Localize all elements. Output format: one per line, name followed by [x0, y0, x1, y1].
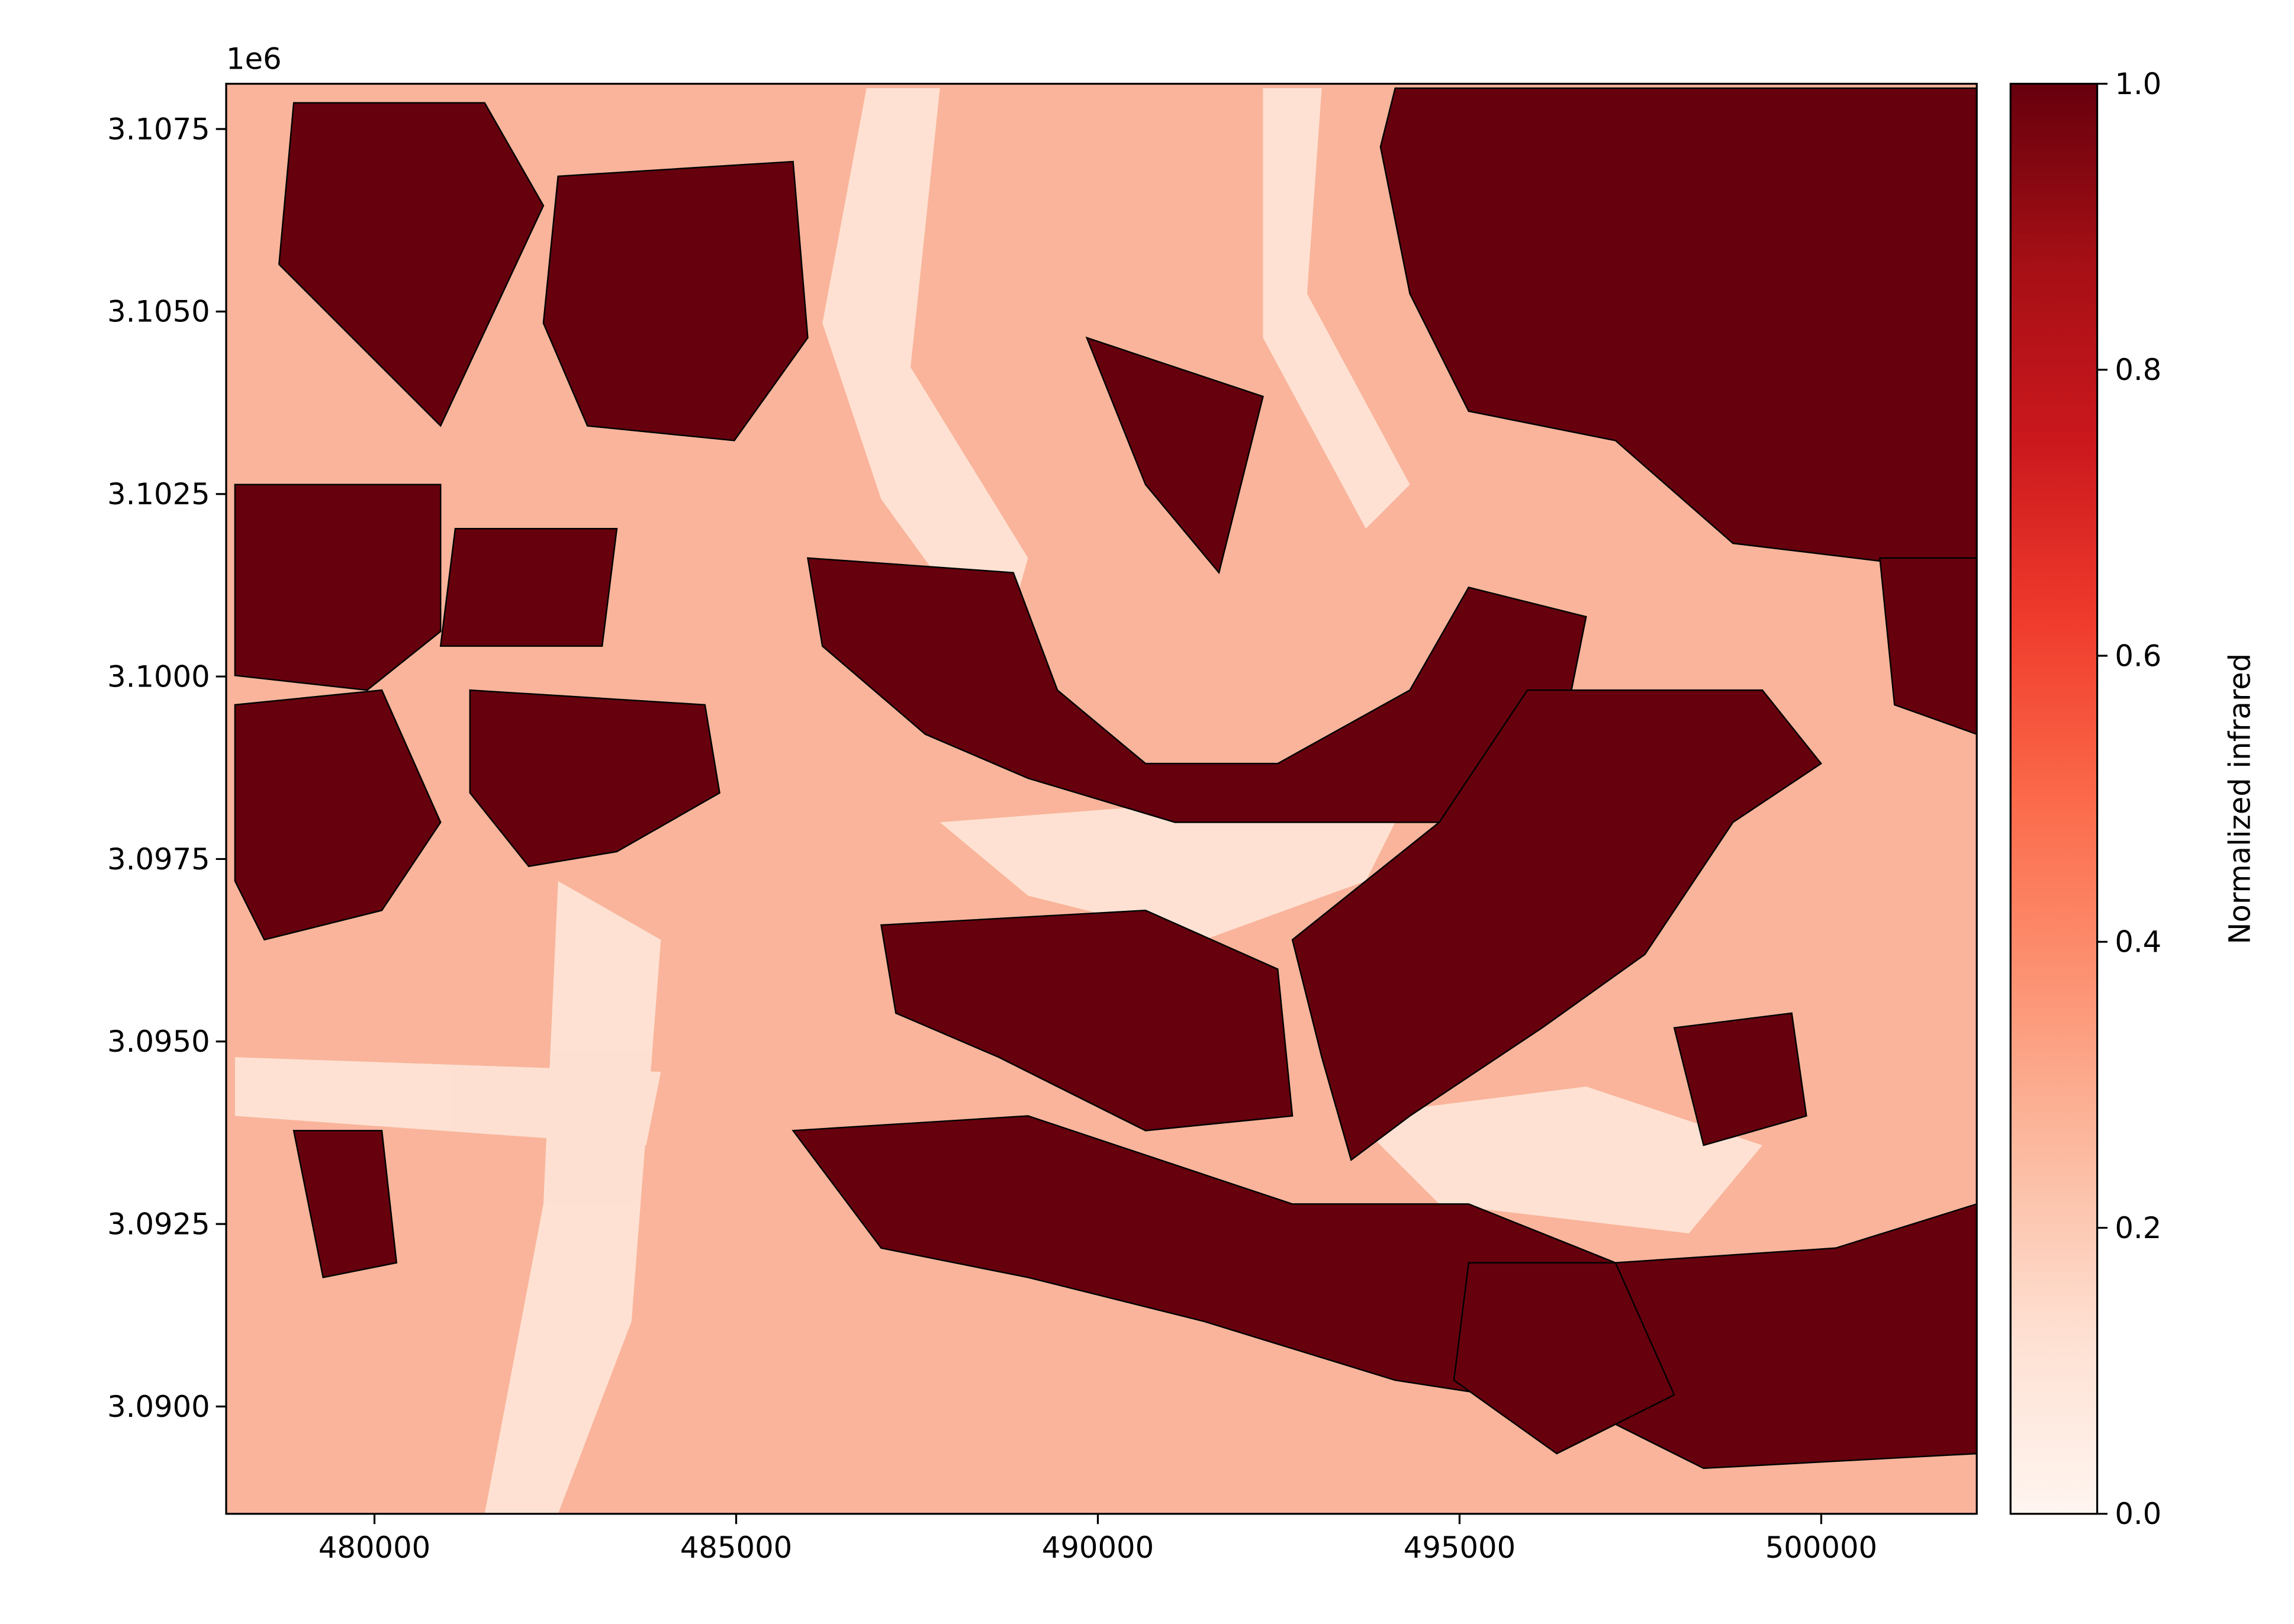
y-tick-label: 3.1050 [107, 295, 210, 329]
colorbar-tick-label: 0.2 [2115, 1211, 2161, 1245]
y-tick-label: 3.1000 [107, 659, 210, 694]
colorbar-frame [2009, 82, 2099, 1515]
plot-frame [225, 82, 1978, 1515]
colorbar-tick-label: 0.8 [2115, 353, 2161, 387]
x-tick-label: 490000 [1042, 1530, 1154, 1565]
colorbar-tick-label: 0.4 [2115, 925, 2161, 959]
x-tick-label: 485000 [680, 1530, 792, 1565]
raster-image [226, 83, 1977, 1514]
colorbar-tick-label: 0.6 [2115, 639, 2161, 673]
y-tick-label: 3.1025 [107, 477, 210, 511]
x-tick-label: 500000 [1765, 1530, 1877, 1565]
y-tick-label: 3.0975 [107, 842, 210, 877]
x-tick-label: 495000 [1404, 1530, 1516, 1565]
y-tick-label: 3.0950 [107, 1024, 210, 1059]
y-tick-label: 3.1075 [107, 112, 210, 146]
x-tick-label: 480000 [318, 1530, 430, 1565]
colorbar-label: Normalized infrared [2223, 653, 2257, 945]
colorbar-tick-label: 1.0 [2115, 67, 2161, 101]
offset-text: 1e6 [226, 42, 282, 76]
y-tick-label: 3.0900 [107, 1390, 210, 1424]
y-tick-label: 3.0925 [107, 1207, 210, 1242]
colorbar-tick-label: 0.0 [2115, 1497, 2161, 1531]
colorbar [2010, 83, 2097, 1514]
